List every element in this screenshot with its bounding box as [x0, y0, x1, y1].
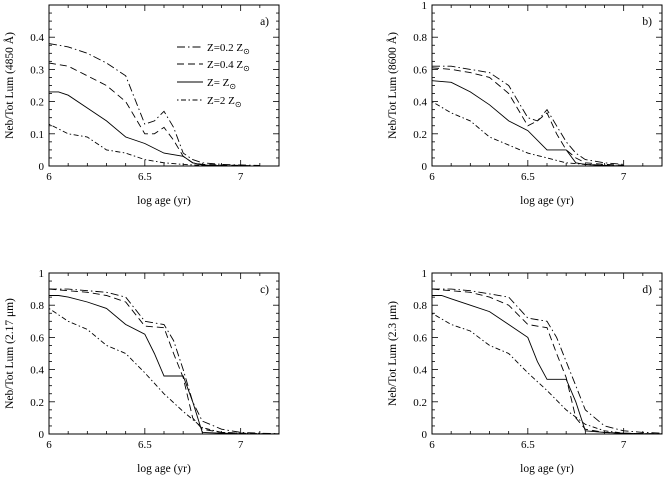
y-axis-label: Neb/Tot Lum (4850 Å) — [2, 32, 16, 139]
y-tick-label: 0.3 — [30, 64, 44, 76]
series-line-solid — [49, 295, 280, 435]
y-tick-label: 0.4 — [413, 97, 427, 109]
x-tick-label: 6.5 — [138, 171, 152, 183]
x-tick-label: 7 — [238, 439, 244, 451]
series-line-solid — [432, 295, 663, 435]
y-tick-label: 0.4 — [413, 365, 427, 377]
series-line-dashed — [48, 62, 260, 167]
series-line-dashed — [48, 288, 280, 435]
x-tick-label: 6 — [46, 171, 52, 183]
series-line-dotdash — [431, 312, 663, 435]
y-tick-label: 0 — [422, 161, 428, 173]
x-tick-label: 6.5 — [138, 439, 152, 451]
x-tick-label: 6 — [46, 439, 52, 451]
y-tick-label: 0 — [39, 161, 45, 173]
y-tick-label: 1 — [422, 268, 428, 280]
x-axis-label: log age (yr) — [137, 463, 191, 475]
series-line-dashdot — [48, 43, 260, 166]
y-tick-label: 0.4 — [30, 32, 44, 44]
series-line-dotdash — [48, 123, 241, 167]
x-axis-label: log age (yr) — [520, 463, 574, 475]
legend-label: Z=2 Z⊙ — [207, 95, 242, 109]
series-line-dashed — [431, 67, 624, 166]
plot-frame — [431, 4, 663, 167]
panel-label: d) — [642, 284, 652, 296]
y-axis-label: Neb/Tot Lum (8600 Å) — [385, 32, 399, 139]
y-axis-label: Neb/Tot Lum (2.17 μm) — [4, 298, 16, 409]
panel-label: b) — [642, 16, 652, 28]
y-tick-label: 0.6 — [413, 332, 427, 344]
plot-frame — [431, 272, 663, 435]
panel-label: a) — [260, 16, 269, 28]
series-line-dotdash — [48, 308, 280, 435]
y-tick-label: 0 — [39, 429, 45, 441]
y-tick-label: 0.8 — [413, 32, 427, 44]
y-tick-label: 0.1 — [30, 129, 44, 141]
chart-panel-3: 6 6.5 7 0 0.2 0.4 0.6 0.8 1 log age (yr) Neb/Tot L… — [4, 268, 280, 475]
chart-panel-1: 6 6.5 7 0 0.1 0.2 0.3 0.4 log age (yr) Neb/Tot Lu… — [2, 4, 280, 207]
y-tick-label: 0.2 — [30, 397, 44, 409]
x-tick-label: 7 — [621, 171, 627, 183]
y-tick-label: 1 — [422, 0, 428, 12]
x-tick-label: 6 — [429, 439, 435, 451]
x-axis-label: log age (yr) — [520, 195, 574, 207]
y-tick-label: 0.2 — [413, 129, 427, 141]
legend-label: Z=0.2 Z⊙ — [207, 42, 250, 56]
x-tick-label: 6.5 — [521, 171, 535, 183]
legend-label: Z= Z⊙ — [207, 77, 236, 91]
legend-label: Z=0.4 Z⊙ — [207, 59, 250, 73]
series-line-dashdot — [49, 288, 280, 435]
x-tick-label: 7 — [238, 171, 244, 183]
series-line-dashdot — [432, 288, 663, 434]
legend: Z=0.2 Z⊙ Z=0.4 Z⊙ Z= Z⊙ Z=2 Z⊙ — [177, 42, 250, 109]
x-tick-label: 6 — [429, 171, 435, 183]
plot-frame — [48, 272, 280, 435]
chart-panel-4: 6 6.5 7 0 0.2 0.4 0.6 0.8 1 log age (yr) Neb/Tot L… — [387, 268, 663, 475]
panel-label: c) — [260, 284, 269, 296]
series-line-dotdash — [431, 101, 624, 167]
y-axis-label: Neb/Tot Lum (2.3 μm) — [387, 301, 399, 406]
y-tick-label: 1 — [39, 268, 45, 280]
y-tick-label: 0.4 — [30, 365, 44, 377]
y-tick-label: 0.2 — [413, 397, 427, 409]
y-tick-label: 0.8 — [30, 300, 44, 312]
x-axis-label: log age (yr) — [137, 195, 191, 207]
y-tick-label: 0.6 — [30, 332, 44, 344]
x-tick-label: 7 — [621, 439, 627, 451]
y-tick-label: 0.2 — [30, 97, 44, 109]
series-line-dashdot — [432, 65, 624, 165]
plot-frame — [48, 4, 280, 167]
y-tick-label: 0.6 — [413, 64, 427, 76]
series-line-solid — [431, 80, 624, 167]
series-line-dashed — [431, 288, 663, 435]
y-tick-label: 0.8 — [413, 300, 427, 312]
chart-panel-2: 6 6.5 7 0 0.2 0.4 0.6 0.8 1 log age (yr) Neb/Tot L… — [385, 0, 663, 207]
y-tick-label: 0 — [422, 429, 428, 441]
x-tick-label: 6.5 — [521, 439, 535, 451]
